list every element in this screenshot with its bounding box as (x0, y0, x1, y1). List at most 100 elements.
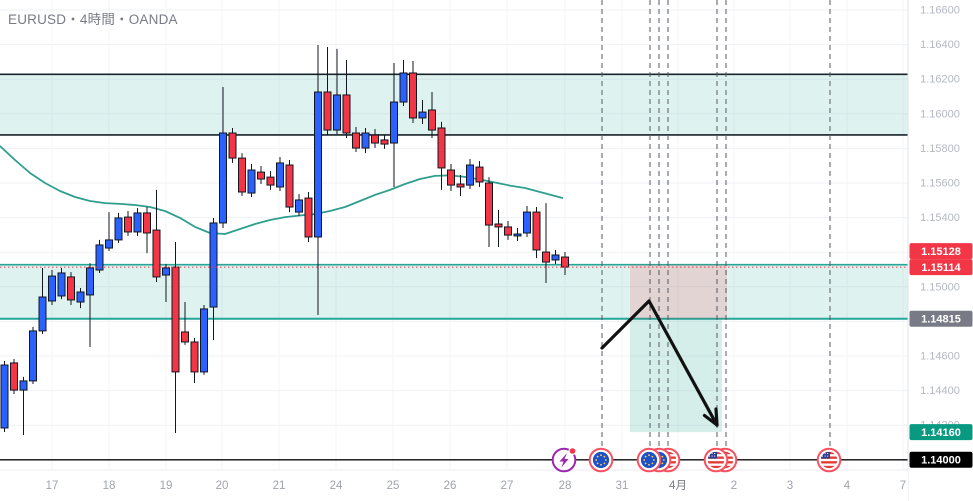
candle (304, 191, 313, 242)
candle (162, 263, 170, 303)
svg-text:1.14160: 1.14160 (921, 427, 961, 439)
time-tick: 17 (46, 480, 59, 492)
candle (143, 207, 151, 254)
candle (390, 62, 398, 187)
candle (10, 358, 18, 395)
candle (76, 288, 85, 309)
candle (523, 206, 531, 237)
candle (352, 126, 360, 153)
price-badge: 1.14815 (909, 310, 973, 327)
time-tick: 7 (900, 480, 906, 492)
candle (409, 61, 417, 123)
price-badge: 1.14160 (909, 424, 973, 441)
candles (0, 44, 569, 436)
candle (475, 161, 484, 187)
candle (152, 189, 161, 282)
candle (485, 177, 493, 248)
candle (276, 157, 284, 191)
candle (380, 135, 389, 149)
alert-dot (568, 447, 577, 456)
candle (428, 92, 436, 139)
candle (371, 129, 379, 149)
candle (504, 221, 512, 240)
symbol-title: EURUSD・4時間・OANDA (8, 12, 178, 27)
time-tick: 25 (387, 480, 400, 492)
time-axis[interactable] (0, 470, 908, 501)
candle (190, 338, 199, 383)
candle (532, 207, 541, 259)
time-tick: 31 (616, 480, 629, 492)
moving-average-line (0, 145, 564, 235)
time-tick: 2 (731, 480, 737, 492)
short-position-target-box[interactable] (630, 318, 722, 433)
event-flag-icon-us[interactable] (816, 447, 842, 473)
candle (418, 99, 427, 125)
price-tick: 1.15800 (920, 143, 960, 155)
time-tick: 27 (501, 480, 514, 492)
candle (0, 361, 9, 432)
candle (437, 121, 446, 190)
price-tick: 1.15600 (920, 178, 960, 190)
candle (447, 163, 455, 191)
time-tick: 26 (444, 480, 457, 492)
grid (0, 0, 908, 470)
candle (361, 127, 370, 154)
candle (171, 241, 180, 433)
projection-arrow-head (702, 407, 719, 427)
price-tick: 1.16400 (920, 39, 960, 51)
lightning-icon (559, 453, 569, 468)
lower-demand-zone (0, 264, 908, 319)
price-tick: 1.16200 (920, 74, 960, 86)
candle (247, 163, 256, 198)
candle (551, 249, 560, 264)
price-tick: 1.16000 (920, 108, 960, 120)
candle (38, 267, 47, 335)
time-tick: 19 (160, 480, 173, 492)
candle (86, 263, 94, 348)
svg-text:1.15114: 1.15114 (921, 262, 961, 274)
candle (323, 47, 332, 136)
projection-arrow[interactable] (600, 299, 719, 427)
short-position-stop-box[interactable] (630, 264, 727, 319)
candle (67, 272, 75, 305)
svg-text:1.14815: 1.14815 (921, 314, 961, 326)
candle (228, 127, 237, 163)
price-tick: 1.15400 (920, 212, 960, 224)
time-tick: 18 (103, 480, 116, 492)
alert-icon[interactable] (551, 447, 577, 473)
candle (181, 302, 189, 345)
event-flag-icon-eu[interactable] (588, 447, 614, 473)
price-badge: 1.14000 (909, 451, 973, 468)
candle (48, 270, 56, 305)
time-tick: 4 (844, 480, 851, 492)
time-tick: 24 (330, 480, 343, 492)
time-tick: 28 (559, 480, 572, 492)
price-tick: 1.14600 (920, 351, 960, 363)
time-tick: 4月 (669, 480, 687, 492)
svg-text:1.14000: 1.14000 (921, 455, 961, 467)
time-tick: 21 (273, 480, 286, 492)
event-flag-icon-eu[interactable] (636, 447, 662, 473)
candle (105, 212, 113, 251)
candle (342, 59, 351, 139)
candle (124, 211, 132, 236)
candle (466, 158, 474, 190)
price-tick: 1.16600 (920, 5, 960, 17)
price-badge: 1.15114 (909, 259, 973, 276)
price-tick: 1.14400 (920, 385, 960, 397)
candle (29, 326, 37, 385)
candle (494, 209, 503, 248)
candle (314, 44, 322, 315)
candle (295, 194, 303, 217)
candle (209, 217, 218, 341)
svg-text:1.15128: 1.15128 (921, 246, 961, 258)
candle (399, 59, 408, 107)
candle (542, 203, 550, 283)
candle (19, 376, 28, 436)
candle (333, 48, 341, 135)
event-flag-icon-us[interactable] (703, 447, 729, 473)
candle (133, 208, 142, 236)
candle (456, 175, 465, 196)
